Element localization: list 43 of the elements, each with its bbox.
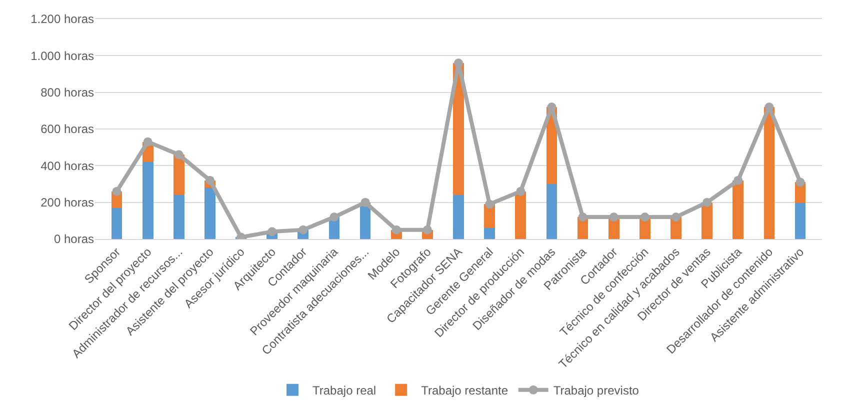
point <box>392 225 401 234</box>
point <box>609 212 618 222</box>
legend-label: Trabajo restante <box>421 384 508 398</box>
point <box>112 186 122 196</box>
legend-label: Trabajo real <box>312 384 376 398</box>
point <box>298 225 308 234</box>
y-tick-label: 600 horas <box>40 122 94 136</box>
point <box>143 137 152 146</box>
point <box>485 200 494 209</box>
point <box>205 176 214 185</box>
point <box>547 102 556 112</box>
point <box>640 212 650 222</box>
bar <box>515 191 526 239</box>
bar <box>453 195 464 239</box>
point <box>702 198 712 207</box>
y-tick-label: 1.000 horas <box>30 48 94 63</box>
y-tick-label: 0 horas <box>54 232 94 246</box>
y-tick-label: 800 horas <box>40 86 94 100</box>
bar <box>204 188 216 239</box>
y-tick-label: 1.200 horas <box>30 12 94 26</box>
point <box>422 225 432 234</box>
bar <box>111 208 122 239</box>
point <box>330 212 339 222</box>
legend-label: Trabajo previsto <box>553 384 640 398</box>
point <box>268 227 277 236</box>
bar <box>173 154 184 195</box>
bar <box>546 184 558 239</box>
bar <box>484 228 496 239</box>
point <box>796 178 805 187</box>
y-tick-label: 200 horas <box>40 196 94 210</box>
bar <box>142 162 154 239</box>
bar <box>702 202 712 239</box>
y-tick-label: 400 horas <box>40 158 94 173</box>
point <box>734 176 743 185</box>
bar <box>794 202 806 239</box>
point <box>360 198 370 207</box>
point <box>578 212 588 222</box>
bar <box>173 195 184 239</box>
point <box>671 212 680 222</box>
bar <box>732 180 744 239</box>
point <box>174 150 184 160</box>
point <box>516 186 526 196</box>
point <box>454 58 463 68</box>
